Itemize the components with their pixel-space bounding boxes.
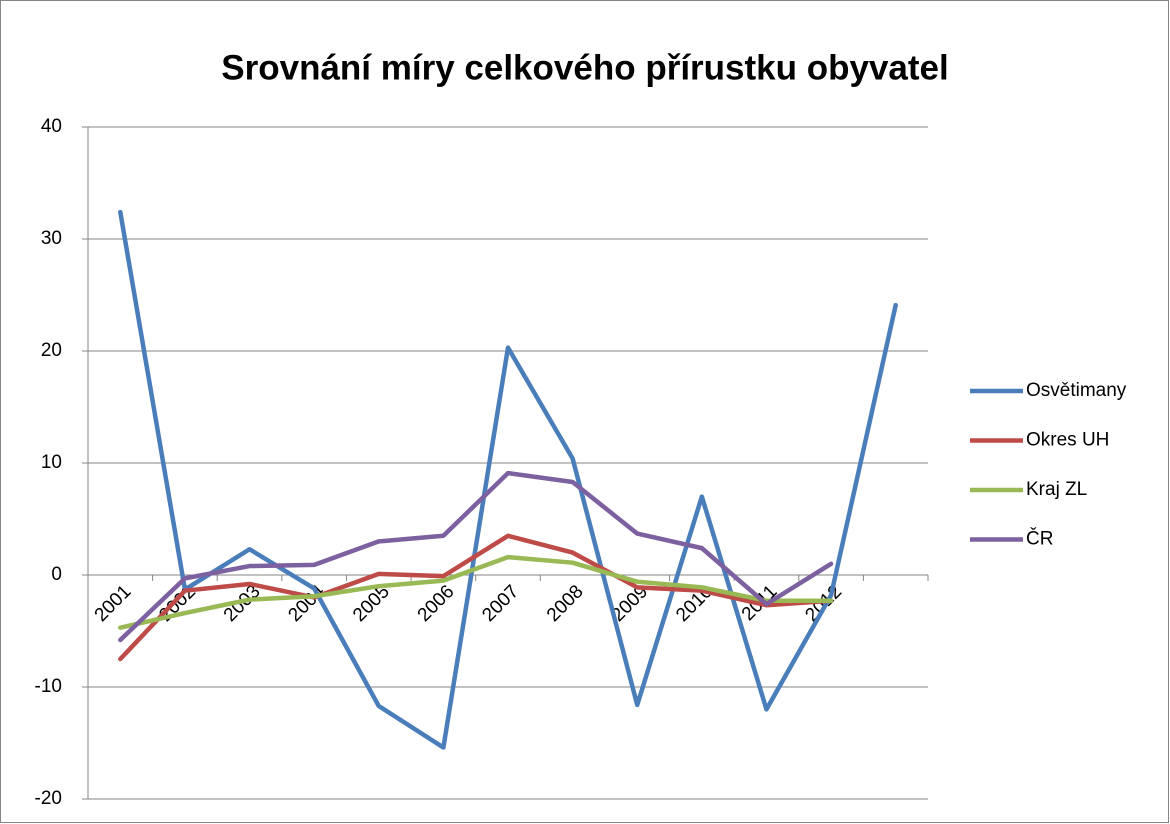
legend-label: Kraj ZL — [1026, 479, 1087, 500]
series-line — [118, 209, 898, 750]
series-line — [118, 554, 834, 630]
y-tick-label: 40 — [41, 116, 62, 137]
y-tick-label: 30 — [41, 228, 62, 249]
series-line — [118, 470, 834, 643]
y-tick-label: -20 — [35, 788, 62, 809]
chart-title: Srovnání míry celkového přírustku obyvat… — [221, 48, 948, 87]
series-line — [118, 533, 834, 662]
y-tick-label: 20 — [41, 340, 62, 361]
y-tick-label: 10 — [41, 452, 62, 473]
legend-label: Okres UH — [1026, 430, 1109, 451]
legend-label: Osvětimany — [1026, 380, 1127, 401]
y-tick-label: -10 — [35, 676, 62, 697]
y-tick-label: 0 — [51, 564, 62, 585]
legend-label: ČR — [1026, 528, 1053, 550]
